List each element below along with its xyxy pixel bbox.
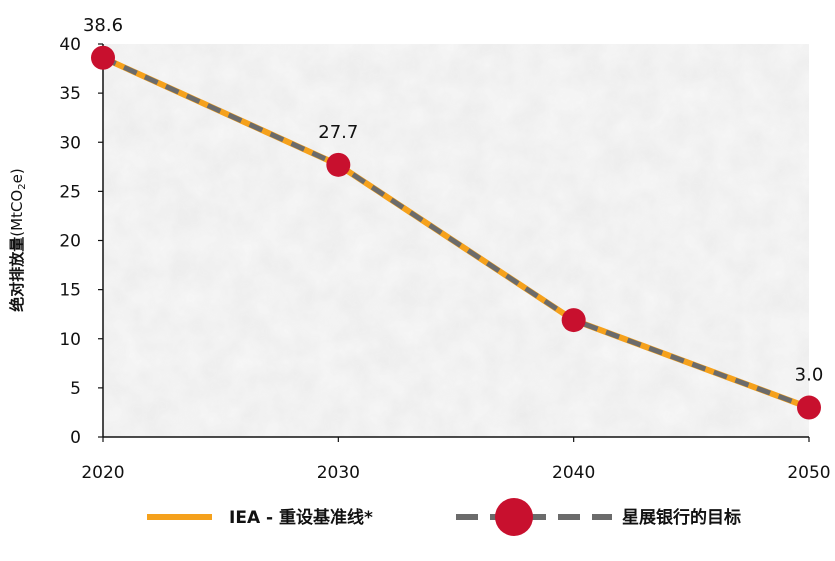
data-point-marker [797,395,821,420]
x-axis-ticks: 2020 2030 2040 2050 [81,437,831,483]
legend: IEA - 重设基准线* 星展银行的目标 [147,498,741,536]
y-tick-label: 5 [70,379,81,399]
y-tick-label: 30 [59,133,81,153]
y-tick-label: 15 [59,281,81,301]
x-tick-label: 2030 [317,463,360,483]
x-tick-label: 2040 [552,463,595,483]
y-axis-label: 绝对排放量(MtCO2e) [8,168,28,311]
data-point-marker [91,45,115,70]
y-tick-label: 10 [59,330,81,350]
x-tick-label: 2020 [81,463,124,483]
y-tick-label: 20 [59,232,81,252]
data-label: 38.6 [83,15,123,36]
y-tick-label: 25 [59,182,81,202]
data-labels: 38.6 27.7 3.0 [83,15,823,386]
data-label: 3.0 [795,365,824,386]
y-tick-label: 0 [70,428,81,448]
y-tick-label: 35 [59,84,81,104]
legend-swatch-dbs-marker [495,498,533,536]
legend-label-iea: IEA - 重设基准线* [229,507,373,528]
legend-label-dbs: 星展银行的目标 [622,507,741,528]
y-tick-label: 40 [59,35,81,55]
series-line-dbs [101,55,810,410]
series-layer [101,55,811,411]
data-point-marker [561,308,586,333]
marker-layer [91,45,821,420]
data-label: 27.7 [318,122,358,143]
data-point-marker [326,152,351,177]
x-tick-label: 2050 [787,463,830,483]
y-axis-ticks: 0 5 10 15 20 25 30 35 40 [59,35,103,448]
